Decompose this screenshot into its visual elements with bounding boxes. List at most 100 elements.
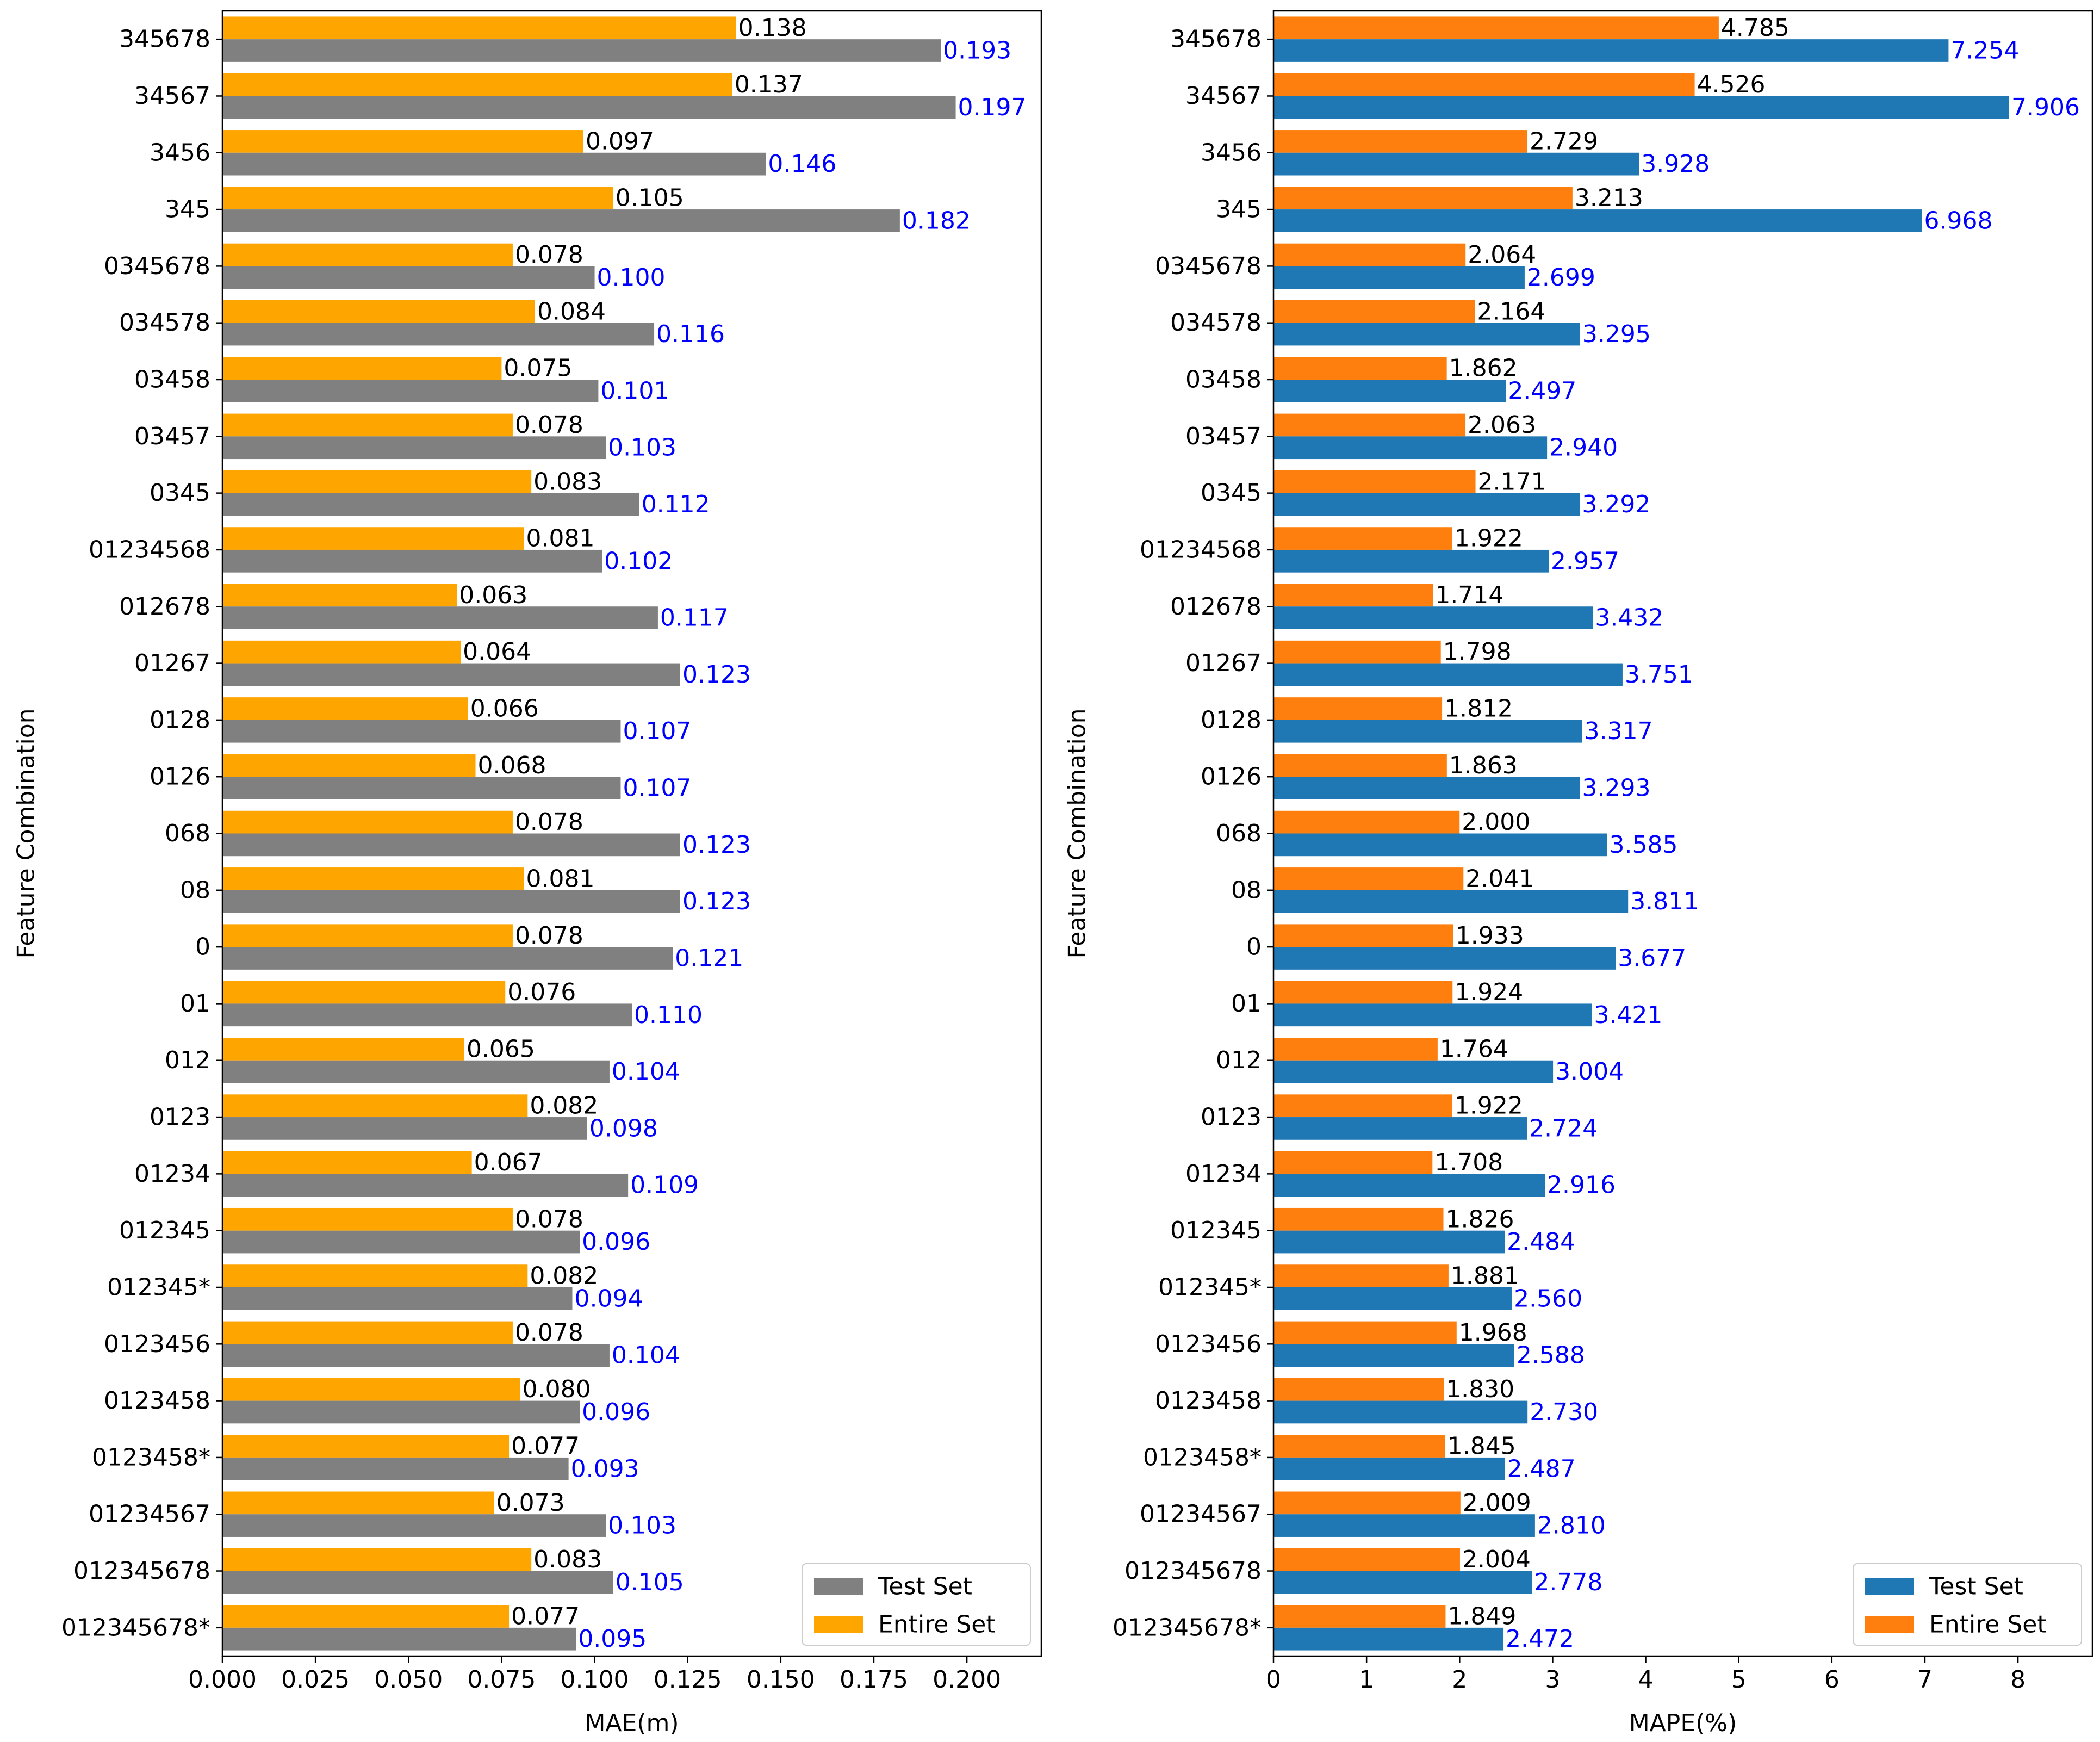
mae-bar-test-set [222,1400,580,1424]
mape-bar-test-set [1273,39,1949,62]
mape-value-label-test-set: 6.968 [1924,207,1992,234]
mape-bar-entire-set [1273,187,1573,210]
mape-bar-test-set [1273,323,1580,346]
mape-bar-test-set [1273,1457,1505,1480]
mape-legend: Test Set Entire Set [1853,1563,2082,1646]
mae-y-axis-title: Feature Combination [13,708,40,958]
mape-value-label-test-set: 2.778 [1534,1569,1602,1596]
mae-y-tick-label: 012 [165,1046,210,1074]
mae-x-tick-label: 0.100 [561,1666,629,1694]
mape-value-label-test-set: 3.292 [1582,491,1650,518]
mape-bar-entire-set [1273,73,1695,96]
mape-bar-entire-set [1273,1321,1457,1344]
mae-legend-swatch [814,1616,863,1633]
mae-x-tick-label: 0.050 [374,1666,443,1694]
mape-y-tick-label: 0123456 [1155,1330,1262,1358]
mae-bar-test-set [222,720,621,743]
mae-value-label-entire-set: 0.064 [463,638,531,666]
mae-value-label-entire-set: 0.097 [586,127,654,155]
mae-y-tick-label: 0123456 [104,1330,210,1358]
mae-bar-entire-set [222,1548,532,1571]
mape-bar-test-set [1273,549,1549,573]
mape-value-label-test-set: 2.940 [1549,434,1618,462]
mae-value-label-test-set: 0.098 [589,1114,658,1142]
mape-bar-entire-set [1273,1548,1460,1571]
mape-bar-test-set [1273,1060,1554,1083]
mape-value-label-test-set: 3.677 [1618,944,1686,972]
mae-y-tick-label: 01267 [134,649,210,677]
mae-bar-entire-set [222,470,532,493]
mape-bar-test-set [1273,266,1525,289]
mape-bar-test-set [1273,606,1593,629]
mape-y-tick-label: 068 [1216,820,1262,847]
mae-value-label-test-set: 0.105 [616,1569,684,1596]
mape-value-label-entire-set: 1.849 [1447,1602,1516,1630]
mae-x-tick-label: 0.150 [747,1666,815,1694]
mape-value-label-entire-set: 1.764 [1440,1035,1508,1063]
mae-value-label-entire-set: 0.063 [459,581,527,609]
mape-value-label-test-set: 3.293 [1582,774,1651,802]
mae-value-label-test-set: 0.104 [612,1342,680,1369]
mape-value-label-test-set: 3.317 [1585,717,1653,745]
mae-bar-test-set [222,266,595,289]
mape-value-label-entire-set: 2.729 [1530,127,1598,155]
mape-value-label-test-set: 3.928 [1641,150,1710,178]
mape-value-label-entire-set: 1.933 [1456,922,1524,950]
mae-value-label-test-set: 0.193 [943,37,1011,65]
mape-bar-entire-set [1273,810,1460,834]
mape-value-label-entire-set: 1.714 [1435,581,1503,609]
mae-bar-entire-set [222,1491,494,1515]
mae-y-tick-label: 012345* [107,1273,210,1301]
mae-y-tick-label: 0123 [150,1104,210,1131]
mae-bar-test-set [222,1287,573,1310]
mape-x-tick-label: 5 [1731,1666,1747,1694]
mape-bar-entire-set [1273,584,1433,607]
mape-value-label-entire-set: 1.922 [1455,525,1523,553]
mape-value-label-test-set: 7.906 [2011,94,2080,121]
mape-value-label-entire-set: 1.812 [1444,695,1513,723]
mape-value-label-entire-set: 1.881 [1451,1262,1519,1290]
mae-value-label-entire-set: 0.078 [515,1205,583,1233]
mape-value-label-test-set: 2.724 [1529,1114,1598,1142]
mae-value-label-test-set: 0.112 [642,491,710,518]
mape-bar-test-set [1273,1003,1592,1027]
mae-value-label-test-set: 0.123 [682,661,751,689]
mape-value-label-entire-set: 2.000 [1462,808,1530,836]
mae-bar-entire-set [222,924,513,947]
mae-bar-test-set [222,380,599,402]
mape-y-tick-label: 0123458 [1155,1387,1262,1415]
mae-value-label-test-set: 0.123 [682,831,751,859]
mae-bar-test-set [222,1060,610,1083]
mape-bar-test-set [1273,890,1629,913]
mae-bar-entire-set [222,413,513,437]
mae-value-label-test-set: 0.197 [958,94,1027,121]
mape-y-tick-label: 03458 [1185,366,1262,394]
mape-value-label-entire-set: 1.922 [1455,1092,1523,1120]
mape-value-label-test-set: 2.487 [1507,1455,1576,1483]
mae-y-tick-label: 012345678* [61,1614,210,1641]
mape-y-tick-label: 012 [1216,1046,1262,1074]
mae-value-label-entire-set: 0.073 [496,1489,565,1517]
mape-value-label-test-set: 2.588 [1517,1342,1585,1369]
mae-bar-test-set [222,209,900,232]
mae-value-label-entire-set: 0.083 [533,1546,602,1573]
mape-bar-test-set [1273,1174,1545,1197]
mape-y-tick-label: 03457 [1185,423,1262,450]
mae-bar-test-set [222,39,941,62]
mae-y-tick-label: 3456 [150,139,210,166]
mae-y-tick-label: 034578 [119,309,210,337]
mape-y-tick-label: 0345 [1201,479,1262,507]
mae-value-label-entire-set: 0.082 [530,1092,598,1120]
mape-value-label-test-set: 2.560 [1514,1285,1582,1312]
mae-bar-entire-set [222,1038,464,1061]
mae-value-label-test-set: 0.095 [578,1625,647,1653]
mape-value-label-entire-set: 1.845 [1447,1433,1516,1460]
mae-plot-frame [221,10,1042,1657]
mape-x-tick-label: 4 [1638,1666,1654,1694]
mape-value-label-test-set: 3.004 [1555,1058,1624,1086]
mape-value-label-entire-set: 1.862 [1449,355,1518,382]
mae-bar-entire-set [222,16,736,40]
mape-bar-entire-set [1273,640,1441,664]
mape-bar-test-set [1273,1627,1504,1651]
